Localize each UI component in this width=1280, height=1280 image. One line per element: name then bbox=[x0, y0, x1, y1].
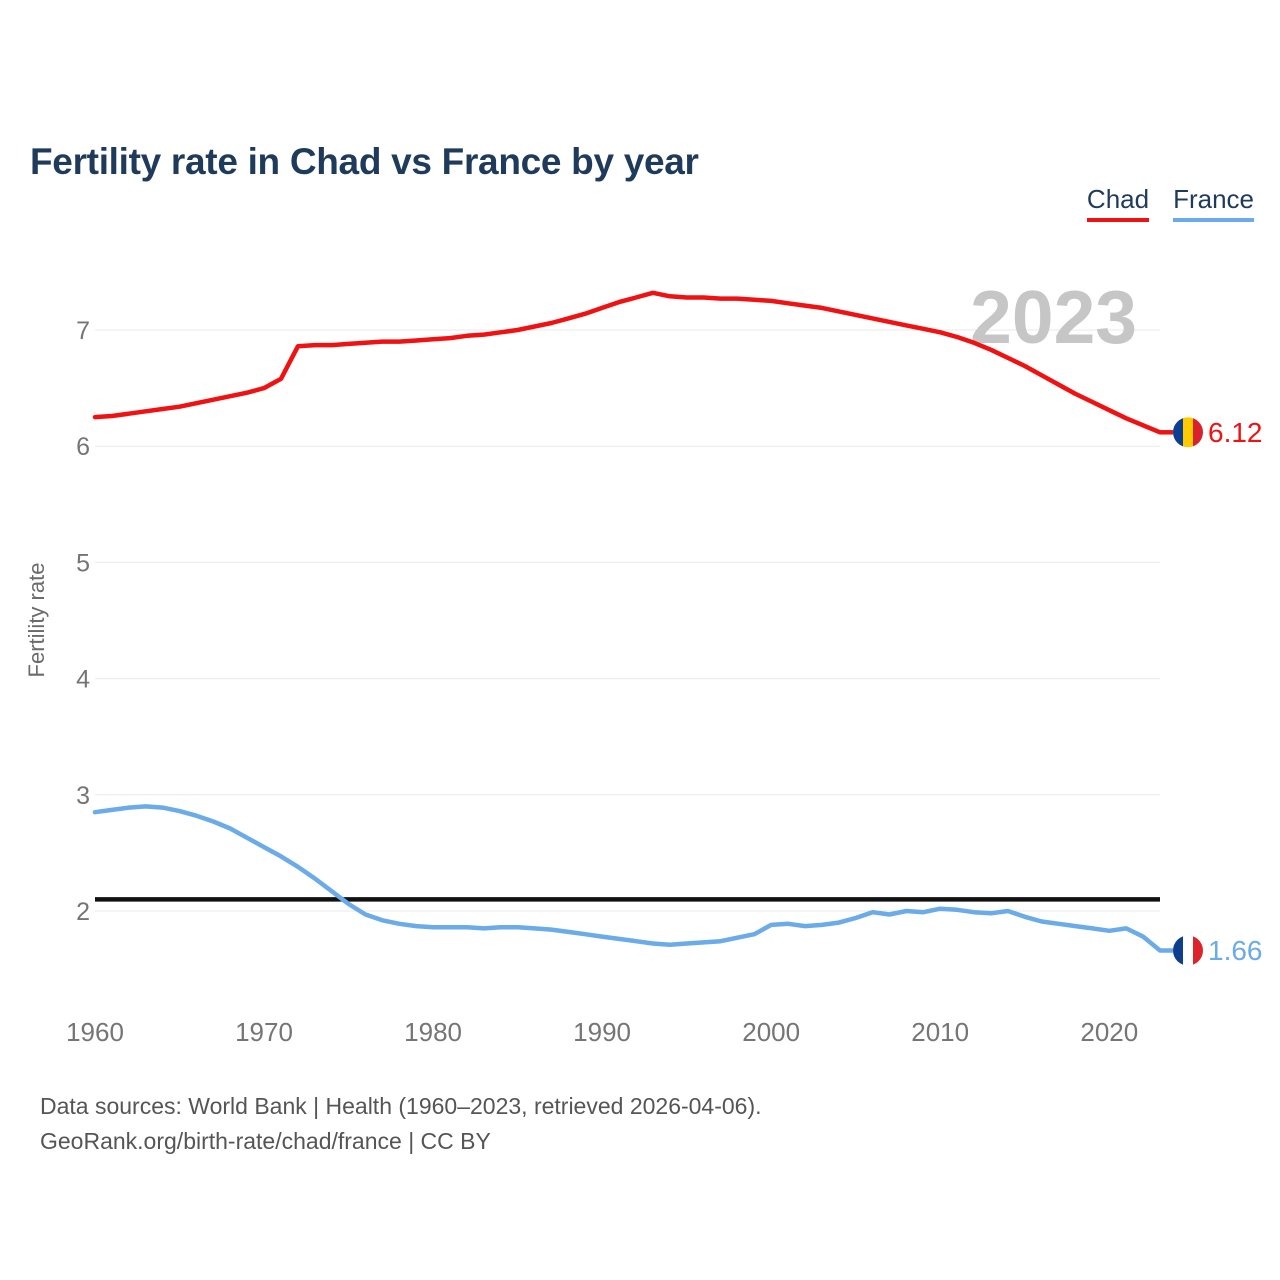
france-flag-icon bbox=[1173, 935, 1203, 966]
flag-stripe bbox=[1183, 417, 1194, 448]
gridlines bbox=[95, 329, 1160, 912]
legend-item-france[interactable]: France bbox=[1173, 184, 1254, 222]
y-tick-label: 2 bbox=[76, 898, 90, 926]
x-tick-label: 2000 bbox=[742, 1017, 800, 1047]
legend-item-chad[interactable]: Chad bbox=[1086, 184, 1150, 222]
flag-stripe bbox=[1193, 417, 1203, 448]
x-tick-label: 1990 bbox=[573, 1017, 631, 1047]
y-tick-label: 7 bbox=[76, 317, 90, 345]
flag-stripe bbox=[1173, 935, 1184, 966]
y-axis-ticks: 2 3 4 5 6 7 bbox=[76, 317, 90, 926]
y-tick-label: 3 bbox=[76, 782, 90, 810]
series-lines bbox=[92, 290, 1173, 953]
y-axis-title: Fertility rate bbox=[24, 563, 49, 678]
france-line bbox=[92, 804, 1163, 953]
france-end-value: 1.66 bbox=[1208, 935, 1263, 966]
chad-flag-icon bbox=[1173, 417, 1203, 448]
chad-line bbox=[92, 290, 1163, 435]
source-line: Data sources: World Bank | Health (1960–… bbox=[40, 1093, 762, 1119]
x-tick-label: 2020 bbox=[1080, 1017, 1138, 1047]
x-tick-label: 1960 bbox=[66, 1017, 124, 1047]
y-tick-label: 6 bbox=[76, 433, 90, 461]
source-attribution: Data sources: World Bank | Health (1960–… bbox=[40, 1089, 762, 1159]
legend: Chad France bbox=[1086, 184, 1254, 222]
flag-stripe bbox=[1193, 935, 1203, 966]
license-line: GeoRank.org/birth-rate/chad/france | CC … bbox=[40, 1128, 491, 1154]
watermark-year: 2023 bbox=[970, 275, 1137, 359]
flag-stripe bbox=[1173, 417, 1184, 448]
x-tick-label: 2010 bbox=[911, 1017, 969, 1047]
y-tick-label: 5 bbox=[76, 549, 90, 577]
page-title: Fertility rate in Chad vs France by year bbox=[30, 140, 699, 182]
x-tick-label: 1980 bbox=[404, 1017, 462, 1047]
y-tick-label: 4 bbox=[76, 666, 90, 694]
x-tick-label: 1970 bbox=[235, 1017, 293, 1047]
chad-end-value: 6.12 bbox=[1208, 417, 1263, 448]
flag-stripe bbox=[1183, 935, 1194, 966]
x-axis-ticks: 1960 1970 1980 1990 2000 2010 2020 bbox=[66, 1017, 1138, 1047]
